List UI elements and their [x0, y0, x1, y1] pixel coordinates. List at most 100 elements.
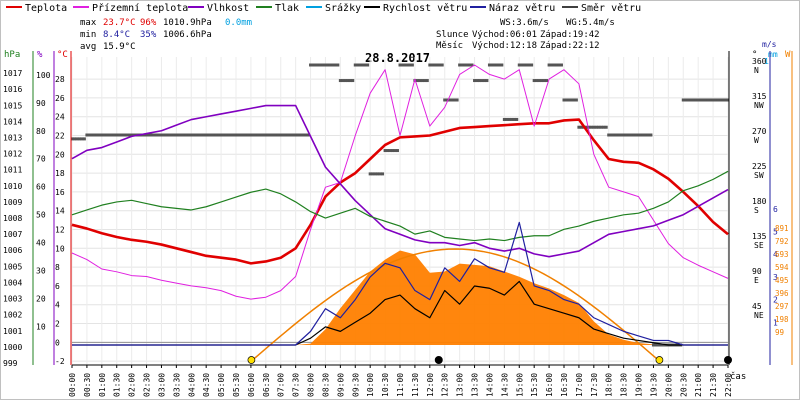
- tick-label-hpa: 1012: [3, 150, 22, 159]
- wind-direction-dot: [587, 125, 591, 129]
- wind-direction-dot: [719, 98, 723, 102]
- tick-label-temp: 16: [55, 188, 65, 197]
- wind-direction-dot: [127, 133, 131, 137]
- wind-direction-dot: [383, 149, 387, 153]
- wind-direction-dot: [408, 63, 412, 67]
- tick-label-hpa: 1011: [3, 166, 22, 175]
- wind-direction-dot: [433, 63, 437, 67]
- wind-direction-dot: [550, 63, 554, 67]
- wind-direction-dot: [323, 63, 327, 67]
- x-tick-label: 17:30: [590, 373, 599, 397]
- wind-direction-dot: [423, 79, 427, 83]
- tick-label-dir-name: W: [754, 136, 759, 145]
- wind-direction-dot: [371, 172, 375, 176]
- x-tick-label: 10:00: [366, 373, 375, 397]
- tick-label-hpa: 1013: [3, 133, 22, 142]
- wind-direction-dot: [381, 172, 385, 176]
- wind-direction-dot: [542, 79, 546, 83]
- wind-direction-dot: [689, 98, 693, 102]
- wind-direction-dot: [458, 63, 462, 67]
- wind-direction-dot: [455, 98, 459, 102]
- wind-direction-dot: [579, 125, 583, 129]
- wind-direction-dot: [572, 98, 576, 102]
- wind-direction-dot: [418, 79, 422, 83]
- tick-label-temp: 4: [55, 301, 60, 310]
- x-tick-label: 22:00: [724, 373, 733, 397]
- info-moon-set: Západ:22:12: [540, 41, 600, 51]
- x-tick-label: 18:00: [605, 373, 614, 397]
- tick-label-dir: 135: [752, 232, 767, 241]
- wind-direction-dot: [281, 133, 285, 137]
- tick-label-dir-name: E: [754, 276, 759, 285]
- wind-direction-dot: [589, 125, 593, 129]
- tick-label-pct: 80: [36, 127, 46, 136]
- wind-direction-dot: [530, 63, 534, 67]
- x-tick-label: 03:00: [157, 373, 166, 397]
- wind-direction-dot: [420, 79, 424, 83]
- tick-label-hpa: 1008: [3, 214, 22, 223]
- wind-direction-dot: [157, 133, 161, 137]
- wind-direction-dot: [661, 343, 665, 347]
- wind-direction-dot: [333, 63, 337, 67]
- tick-label-w: 792: [775, 237, 789, 246]
- wind-direction-dot: [147, 133, 151, 137]
- wind-direction-dot: [261, 133, 265, 137]
- wind-direction-dot: [301, 133, 305, 137]
- tick-label-dir-name: NE: [754, 311, 764, 320]
- wind-direction-dot: [465, 63, 469, 67]
- axis-unit-ms: m/s: [762, 40, 777, 49]
- wind-direction-dot: [547, 63, 551, 67]
- axis-unit-temp: °C: [57, 50, 68, 60]
- x-tick-label: 05:30: [232, 373, 241, 397]
- tick-label-ms: 4: [773, 250, 778, 259]
- wind-direction-dot: [75, 137, 79, 141]
- x-tick-label: 15:00: [515, 373, 524, 397]
- wind-direction-dot: [162, 133, 166, 137]
- tick-label-hpa: 1000: [3, 343, 22, 352]
- wind-direction-dot: [641, 133, 645, 137]
- wind-direction-dot: [269, 133, 273, 137]
- wind-direction-dot: [502, 117, 506, 121]
- wind-direction-dot: [80, 137, 84, 141]
- x-tick-label: 20:30: [679, 373, 688, 397]
- wind-direction-dot: [164, 133, 168, 137]
- tick-label-pct: 30: [36, 267, 46, 276]
- wind-direction-dot: [400, 63, 404, 67]
- wind-direction-dot: [115, 133, 119, 137]
- stat-avg-temp: 15.9°C: [103, 42, 136, 52]
- x-tick-label: 09:00: [336, 373, 345, 397]
- legend-label-naraz: Náraz větru: [489, 2, 555, 14]
- wind-direction-dot: [294, 133, 298, 137]
- tick-label-temp: 24: [55, 113, 65, 122]
- x-tick-label: 06:00: [247, 373, 256, 397]
- wind-direction-dot: [296, 133, 300, 137]
- stat-min-hum: 35%: [140, 30, 157, 40]
- wind-direction-dot: [182, 133, 186, 137]
- x-tick-label: 19:00: [635, 373, 644, 397]
- wind-direction-dot: [117, 133, 121, 137]
- moonrise-marker: [434, 356, 443, 364]
- wind-direction-dot: [627, 133, 631, 137]
- wind-direction-dot: [348, 79, 352, 83]
- x-tick-label: 10:30: [381, 373, 390, 397]
- x-tick-label: 20:00: [664, 373, 673, 397]
- wind-direction-dot: [316, 63, 320, 67]
- wind-direction-dot: [386, 149, 390, 153]
- series-lines: [71, 64, 729, 346]
- axis-unit-mm: mm: [768, 50, 778, 59]
- wind-direction-dot: [246, 133, 250, 137]
- wind-direction-dot: [614, 133, 618, 137]
- tick-label-dir: 45: [752, 302, 762, 311]
- wind-direction-dot: [624, 133, 628, 137]
- wind-direction-dot: [274, 133, 278, 137]
- info-sun-set: Západ:19:42: [540, 30, 600, 40]
- wind-direction-dot: [192, 133, 196, 137]
- wind-direction-dot: [403, 63, 407, 67]
- wind-direction-dot: [363, 63, 367, 67]
- wind-direction-dot: [311, 63, 315, 67]
- wind-direction-dot: [477, 79, 481, 83]
- wind-direction-dot: [532, 79, 536, 83]
- tick-label-pct: 10: [36, 323, 46, 332]
- wind-direction-dot: [100, 133, 104, 137]
